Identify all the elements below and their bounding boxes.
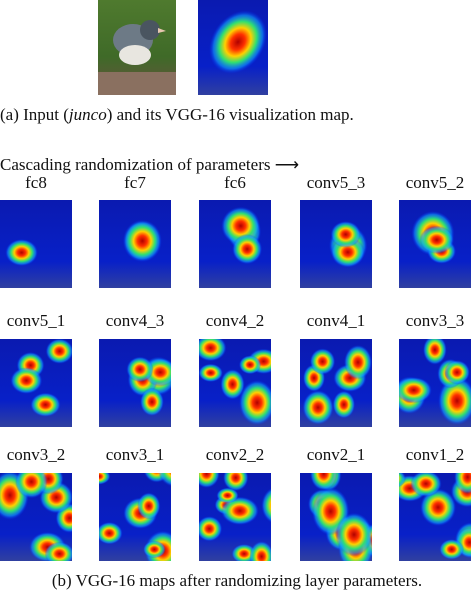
blob: [344, 344, 372, 380]
blob: [223, 473, 249, 492]
layer-label: fc7: [124, 173, 146, 192]
blob: [238, 355, 262, 375]
blob: [122, 219, 162, 262]
blob: [232, 233, 263, 265]
heatmap: [99, 200, 171, 288]
blobs: [122, 219, 162, 262]
blob: [220, 496, 259, 525]
caption-b: (b) VGG-16 maps after randomizing layer …: [52, 571, 422, 590]
blob: [45, 339, 72, 364]
blob: [239, 380, 271, 426]
layer-label: conv3_3: [406, 311, 465, 330]
blob: [399, 473, 407, 488]
blob: [126, 356, 154, 383]
blob: [15, 473, 48, 499]
blob: [410, 473, 442, 497]
layer-label: conv3_2: [7, 445, 66, 464]
blobs: [307, 473, 372, 561]
heatmap: [300, 473, 372, 561]
layer-label: conv4_3: [106, 311, 165, 330]
heatmap: [300, 339, 372, 427]
heatmap: [0, 200, 72, 288]
blob: [423, 339, 447, 365]
blobs: [10, 339, 72, 417]
blob: [454, 473, 471, 494]
heatmap: [399, 473, 471, 561]
blob: [143, 540, 166, 559]
layer-label: conv3_1: [106, 445, 165, 464]
blob: [158, 473, 171, 487]
caption-a: (a) Input (junco) and its VGG-16 visuali…: [0, 105, 354, 124]
heatmap: [199, 339, 271, 427]
blob: [302, 390, 334, 425]
layer-label: conv2_2: [206, 445, 265, 464]
blobs: [399, 339, 471, 425]
blob: [99, 473, 111, 485]
layer-label: conv1_2: [406, 445, 465, 464]
layer-label: conv4_1: [307, 311, 366, 330]
blob: [420, 488, 457, 526]
blobs: [99, 473, 171, 561]
blob: [5, 239, 38, 267]
heatmap: [0, 473, 72, 561]
blobs: [399, 473, 471, 560]
blob: [137, 492, 161, 520]
blob: [220, 369, 245, 400]
heatmap: [300, 200, 372, 288]
heatmap: [399, 200, 471, 288]
input-photo: [98, 0, 176, 95]
blob: [199, 473, 220, 488]
blobs: [5, 239, 38, 267]
blob: [330, 221, 361, 248]
blob: [419, 225, 455, 255]
blob: [399, 377, 432, 404]
layer-label: fc6: [224, 173, 246, 192]
heatmap: [199, 200, 271, 288]
blobs: [329, 221, 368, 268]
blob: [99, 521, 123, 545]
blob: [444, 360, 470, 385]
blob: [10, 367, 43, 394]
layer-label: conv5_3: [307, 173, 366, 192]
heatmap: [99, 339, 171, 427]
heatmap: [0, 339, 72, 427]
blob: [140, 387, 164, 417]
blob: [261, 488, 271, 523]
cascade-title: Cascading randomization of parameters ⟶: [0, 155, 299, 174]
blob: [439, 539, 465, 560]
blob: [199, 339, 227, 362]
blob: [44, 541, 72, 561]
blob: [216, 487, 239, 504]
blob: [309, 348, 336, 375]
blobs: [0, 473, 72, 561]
input-heatmap: [198, 0, 268, 95]
blob: [30, 392, 61, 417]
blob: [335, 512, 372, 557]
blob: [199, 516, 223, 542]
heatmap: [199, 473, 271, 561]
blobs: [199, 473, 271, 561]
heatmap: [399, 339, 471, 427]
blob: [249, 541, 271, 561]
blobs: [199, 339, 271, 426]
blobs: [126, 356, 171, 417]
blobs: [302, 344, 372, 425]
layer-label: conv2_1: [307, 445, 366, 464]
layer-label: conv5_1: [7, 311, 66, 330]
heatmap: [99, 473, 171, 561]
blobs: [221, 206, 263, 265]
blobs: [411, 211, 457, 264]
layer-label: conv5_2: [406, 173, 465, 192]
layer-label: conv4_2: [206, 311, 265, 330]
blob: [332, 390, 356, 419]
blob: [309, 473, 338, 491]
blob: [199, 363, 223, 382]
blob: [438, 376, 471, 425]
layer-label: fc8: [25, 173, 47, 192]
